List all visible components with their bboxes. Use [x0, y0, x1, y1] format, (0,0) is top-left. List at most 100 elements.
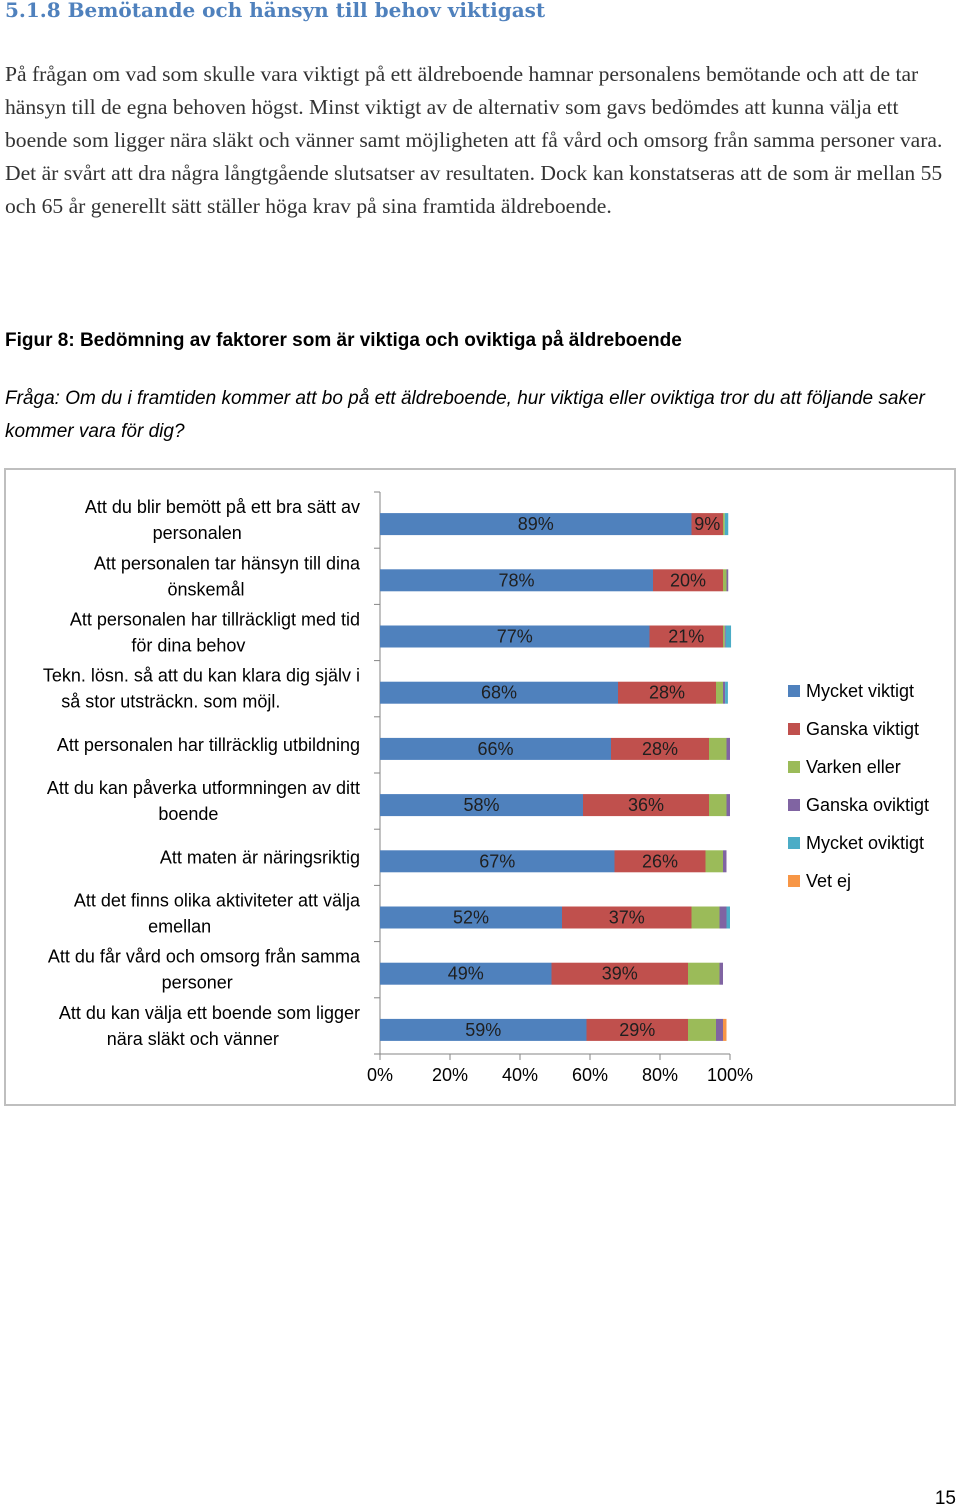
category-label: för dina behov: [131, 636, 245, 656]
bar-segment: [723, 569, 727, 592]
bar-segment: [723, 850, 727, 873]
data-label: 20%: [670, 570, 706, 590]
category-label: Att det finns olika aktiviteter att välj…: [74, 891, 361, 911]
data-label: 37%: [609, 908, 645, 928]
bar-segment: [725, 681, 728, 704]
data-label: 49%: [448, 964, 484, 984]
category-label: personalen: [153, 523, 242, 543]
category-label: emellan: [148, 917, 211, 937]
bar-segment: [611, 737, 709, 760]
legend-label: Vet ej: [806, 871, 851, 891]
bar-segment: [691, 513, 723, 536]
legend-label: Mycket viktigt: [806, 681, 914, 701]
legend-swatch: [788, 761, 800, 773]
data-label: 9%: [694, 514, 720, 534]
category-label: Att personalen tar hänsyn till dina: [94, 553, 361, 573]
data-label: 39%: [602, 964, 638, 984]
bar-segment: [583, 794, 709, 817]
bar-segment: [380, 737, 611, 760]
data-label: 52%: [453, 908, 489, 928]
bar-segment: [380, 794, 583, 817]
bar-segment: [691, 906, 720, 929]
bar-segment: [719, 906, 727, 929]
legend-label: Ganska viktigt: [806, 719, 919, 739]
bar-segment: [380, 962, 552, 985]
bar-segment: [719, 962, 723, 985]
category-label: Att personalen har tillräcklig utbildnin…: [57, 735, 360, 755]
legend-swatch: [788, 837, 800, 849]
legend-label: Ganska oviktigt: [806, 795, 929, 815]
stacked-bar-chart: 0% 20% 40% 60% 80% 100% 89% 9% Att du blir bemöt…: [43, 491, 929, 1085]
bar-segment: [551, 962, 688, 985]
survey-question: Fråga: Om du i framtiden kommer att bo p…: [5, 388, 925, 442]
category-label: nära släkt och vänner: [107, 1029, 279, 1049]
bar-segment: [618, 681, 716, 704]
bar-segment: [723, 681, 726, 704]
x-tick-label: 0%: [367, 1065, 393, 1085]
figure-title: Figur 8: Bedömning av faktorer som är vi…: [5, 330, 682, 351]
category-label: Tekn. lösn. så att du kan klara dig själ…: [43, 666, 360, 686]
bar-segment: [380, 1018, 587, 1041]
legend-swatch: [788, 685, 800, 697]
x-tick-label: 60%: [572, 1065, 608, 1085]
data-label: 77%: [497, 627, 533, 647]
bar-segment: [726, 794, 730, 817]
bar-segment: [723, 625, 725, 648]
bar-segment: [709, 737, 727, 760]
bar-segment: [653, 569, 723, 592]
legend-label: Varken eller: [806, 757, 901, 777]
data-label: 29%: [619, 1020, 655, 1040]
legend-label: Mycket oviktigt: [806, 833, 924, 853]
x-tick-label: 40%: [502, 1065, 538, 1085]
bar-segment: [380, 850, 615, 873]
data-label: 21%: [668, 627, 704, 647]
category-label: Att du blir bemött på ett bra sätt av: [85, 497, 360, 517]
data-label: 66%: [477, 739, 513, 759]
bar-segment: [724, 513, 729, 536]
bar-segment: [380, 625, 650, 648]
bar-segment: [562, 906, 692, 929]
page-number: 15: [934, 1488, 956, 1509]
bar-segment: [724, 625, 726, 648]
data-label: 58%: [463, 795, 499, 815]
data-label: 78%: [498, 570, 534, 590]
category-label: Att du kan välja ett boende som ligger: [59, 1003, 360, 1023]
bar-segment: [688, 962, 720, 985]
data-label: 67%: [479, 851, 515, 871]
data-label: 36%: [628, 795, 664, 815]
bar-segment: [723, 513, 725, 536]
legend-swatch: [788, 875, 800, 887]
intro-paragraph: På frågan om vad som skulle vara viktigt…: [5, 62, 943, 218]
bar-segment: [716, 1018, 723, 1041]
bar-segment: [723, 1018, 727, 1041]
category-label: så stor utsträckn. som möjl.: [61, 692, 280, 712]
category-label: Att du får vård och omsorg från samma: [48, 947, 361, 967]
category-label: Att maten är näringsriktig: [160, 847, 360, 867]
category-label: personer: [162, 973, 233, 993]
x-tick-label: 20%: [432, 1065, 468, 1085]
legend-swatch: [788, 723, 800, 735]
category-label: boende: [158, 804, 218, 824]
section-heading: 5.1.8 Bemötande och hänsyn till behov vi…: [5, 0, 546, 22]
x-tick-label: 80%: [642, 1065, 678, 1085]
bar-segment: [380, 906, 562, 929]
bar-segment: [380, 569, 653, 592]
data-label: 59%: [465, 1020, 501, 1040]
bar-segment: [688, 1018, 716, 1041]
bar-segment: [614, 850, 706, 873]
category-label: Att du kan påverka utformningen av ditt: [47, 778, 360, 798]
bar-segment: [380, 513, 692, 536]
data-label: 89%: [518, 514, 554, 534]
data-label: 68%: [481, 683, 517, 703]
data-label: 28%: [642, 739, 678, 759]
bar-segment: [716, 681, 723, 704]
bar-segment: [726, 737, 730, 760]
chart-frame: 0% 20% 40% 60% 80% 100% 89% 9% Att du blir bemöt…: [4, 468, 956, 1106]
data-label: 26%: [642, 851, 678, 871]
data-label: 28%: [649, 683, 685, 703]
bar-segment: [705, 850, 723, 873]
bar-segment: [380, 681, 618, 704]
bar-segment: [649, 625, 723, 648]
bar-segment: [725, 625, 732, 648]
category-label: Att personalen har tillräckligt med tid: [70, 610, 360, 630]
